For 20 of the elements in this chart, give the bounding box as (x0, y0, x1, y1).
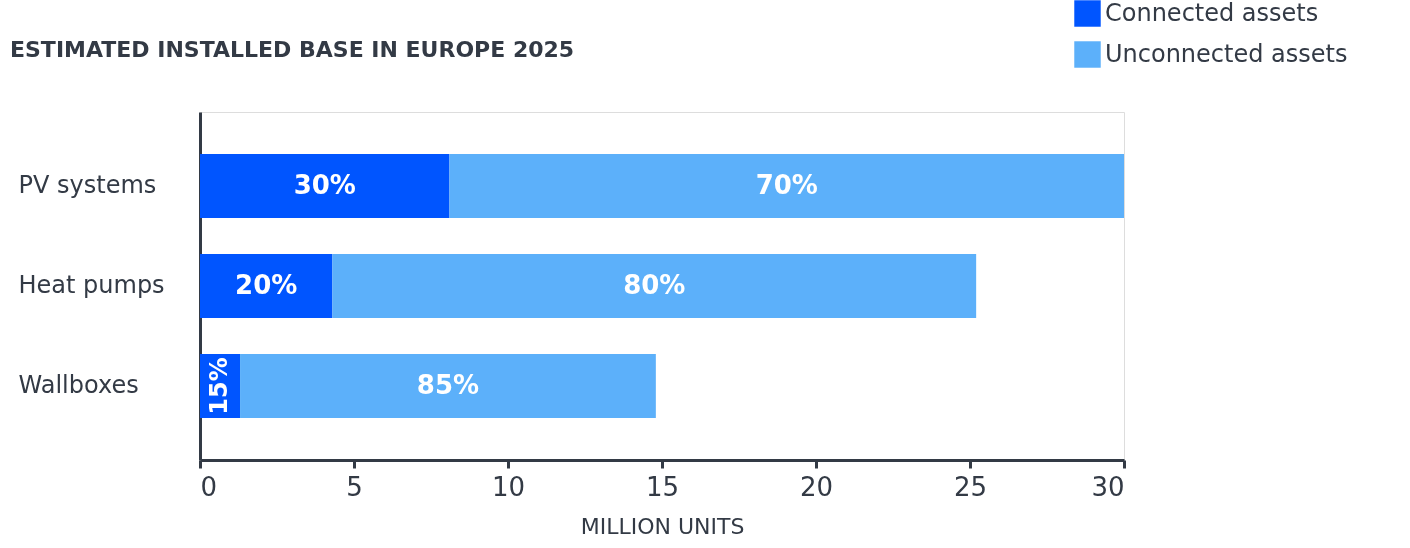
x-tick-label: 20 (799, 471, 834, 502)
x-axis-title: MILLION UNITS (580, 513, 745, 539)
annotation: 85% (416, 370, 480, 400)
x-tick-label: 10 (491, 471, 526, 502)
x-tick-label: 0 (200, 471, 218, 502)
chart-title: ESTIMATED INSTALLED BASE IN EUROPE 2025 (10, 37, 575, 62)
annotation: 30% (293, 170, 356, 200)
annotation: 70% (755, 170, 818, 200)
y-tick-label: Wallboxes (18, 371, 139, 399)
y-tick-label: Heat pumps (18, 271, 165, 299)
x-tick-label: 30 (1091, 471, 1125, 502)
annotation: 80% (623, 270, 686, 300)
x-tick-label: 5 (346, 471, 363, 502)
legend-label: Connected assets (1105, 0, 1319, 27)
annotation: 20% (235, 270, 298, 300)
x-tick-label: 15 (645, 471, 680, 502)
y-tick-label: PV systems (18, 171, 157, 199)
legend-label: Unconnected assets (1105, 39, 1348, 68)
annotation: 15% (205, 357, 234, 415)
x-tick-label: 25 (953, 471, 988, 502)
